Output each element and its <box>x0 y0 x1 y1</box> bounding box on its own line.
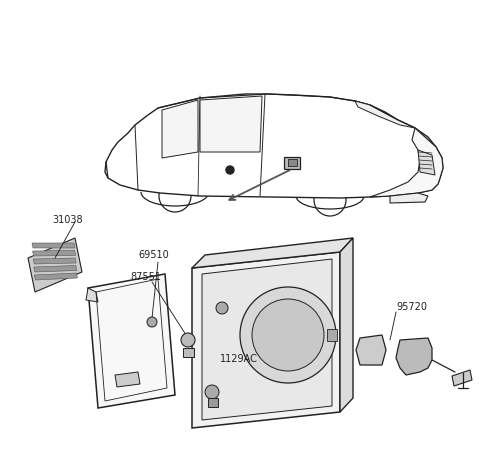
Polygon shape <box>192 252 340 428</box>
Polygon shape <box>192 238 353 268</box>
Circle shape <box>147 317 157 327</box>
Polygon shape <box>88 274 175 408</box>
Text: 95720: 95720 <box>396 302 427 312</box>
Polygon shape <box>202 259 332 420</box>
Polygon shape <box>33 258 76 264</box>
Polygon shape <box>34 266 77 272</box>
FancyBboxPatch shape <box>284 157 300 169</box>
Text: 31038: 31038 <box>52 215 83 225</box>
Text: 1129AC: 1129AC <box>220 354 258 364</box>
Circle shape <box>181 333 195 347</box>
Circle shape <box>216 302 228 314</box>
Polygon shape <box>28 238 82 292</box>
Polygon shape <box>33 251 75 256</box>
Polygon shape <box>418 150 435 175</box>
Text: 87551: 87551 <box>130 272 161 282</box>
Polygon shape <box>35 273 77 280</box>
Polygon shape <box>452 370 472 386</box>
Polygon shape <box>86 288 98 302</box>
Polygon shape <box>32 243 75 248</box>
Polygon shape <box>355 101 415 128</box>
Circle shape <box>205 385 219 399</box>
Polygon shape <box>340 238 353 412</box>
Polygon shape <box>390 193 428 203</box>
Circle shape <box>252 299 324 371</box>
FancyBboxPatch shape <box>327 329 337 341</box>
Polygon shape <box>370 128 443 197</box>
Circle shape <box>240 287 336 383</box>
Polygon shape <box>200 96 262 152</box>
Polygon shape <box>115 372 140 387</box>
Polygon shape <box>356 335 386 365</box>
Polygon shape <box>105 94 443 198</box>
FancyBboxPatch shape <box>182 347 193 357</box>
FancyBboxPatch shape <box>288 159 297 166</box>
Text: 69510: 69510 <box>138 250 169 260</box>
Polygon shape <box>162 100 198 158</box>
Circle shape <box>226 166 234 174</box>
FancyBboxPatch shape <box>207 398 217 406</box>
Polygon shape <box>396 338 432 375</box>
